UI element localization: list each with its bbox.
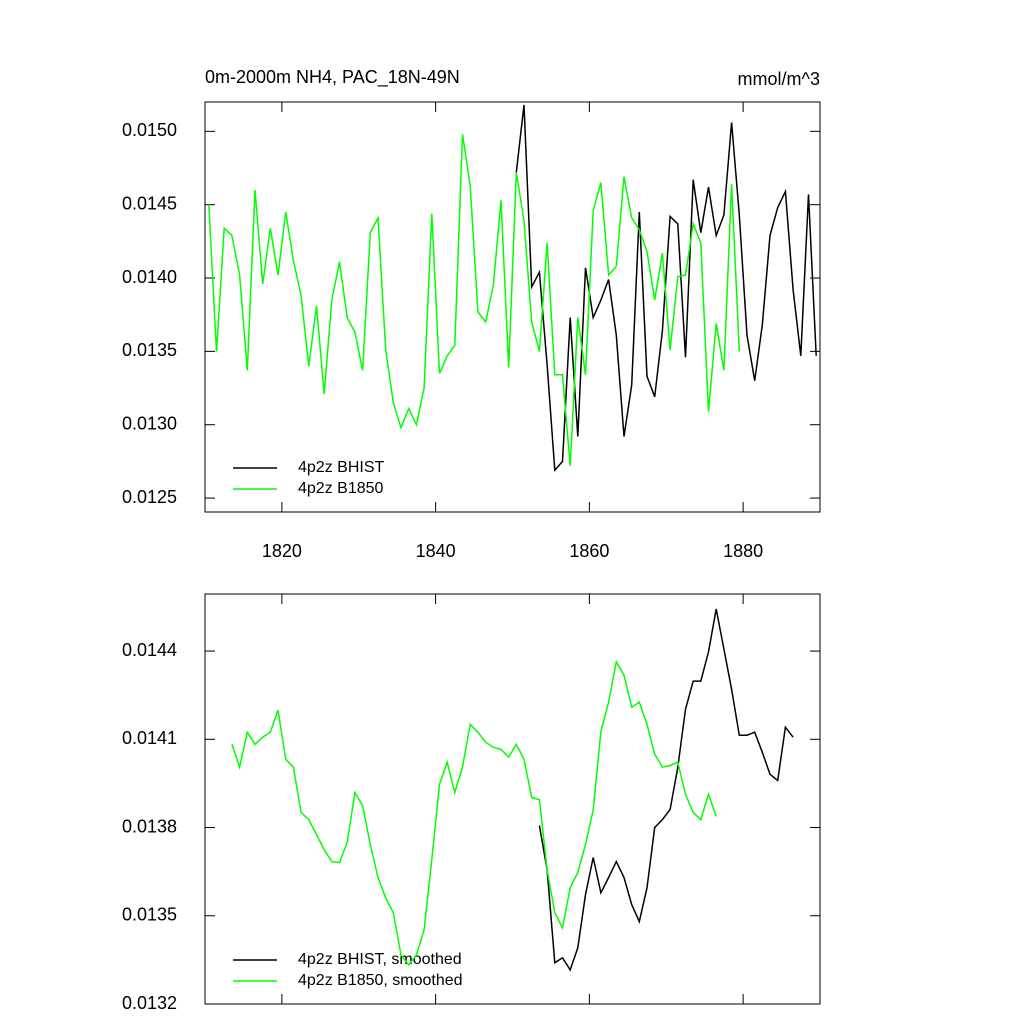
plot-frame xyxy=(204,101,821,513)
y-tick-label: 0.0140 xyxy=(122,267,177,287)
y-tick-label: 0.0138 xyxy=(122,816,177,836)
y-tick-label: 0.0125 xyxy=(122,487,177,507)
chart-title: 0m-2000m NH4, PAC_18N-49N xyxy=(205,67,460,88)
legend-label: 4p2z B1850 xyxy=(298,480,384,497)
series-line xyxy=(538,608,794,972)
series-line xyxy=(231,659,717,967)
y-tick-label: 0.0135 xyxy=(122,905,177,925)
y-tick-label: 0.0130 xyxy=(122,413,177,433)
series-line xyxy=(208,134,741,466)
y-tick-label: 0.0141 xyxy=(122,728,177,748)
plot-frame xyxy=(204,593,821,1005)
x-tick-label: 1880 xyxy=(723,541,763,561)
legend-label: 4p2z B1850, smoothed xyxy=(298,972,463,989)
legend-label: 4p2z BHIST xyxy=(298,459,384,476)
y-tick-label: 0.0144 xyxy=(122,640,177,660)
x-tick-label: 1840 xyxy=(416,541,456,561)
legend-label: 4p2z BHIST, smoothed xyxy=(298,951,462,968)
series-line xyxy=(515,104,817,473)
x-tick-label: 1860 xyxy=(569,541,609,561)
y-tick-label: 0.0135 xyxy=(122,340,177,360)
y-tick-label: 0.0145 xyxy=(122,193,177,213)
x-tick-label: 1820 xyxy=(262,541,302,561)
y-tick-label: 0.0150 xyxy=(122,120,177,140)
y-tick-label: 0.0132 xyxy=(122,993,177,1013)
units-label: mmol/m^3 xyxy=(738,69,820,89)
